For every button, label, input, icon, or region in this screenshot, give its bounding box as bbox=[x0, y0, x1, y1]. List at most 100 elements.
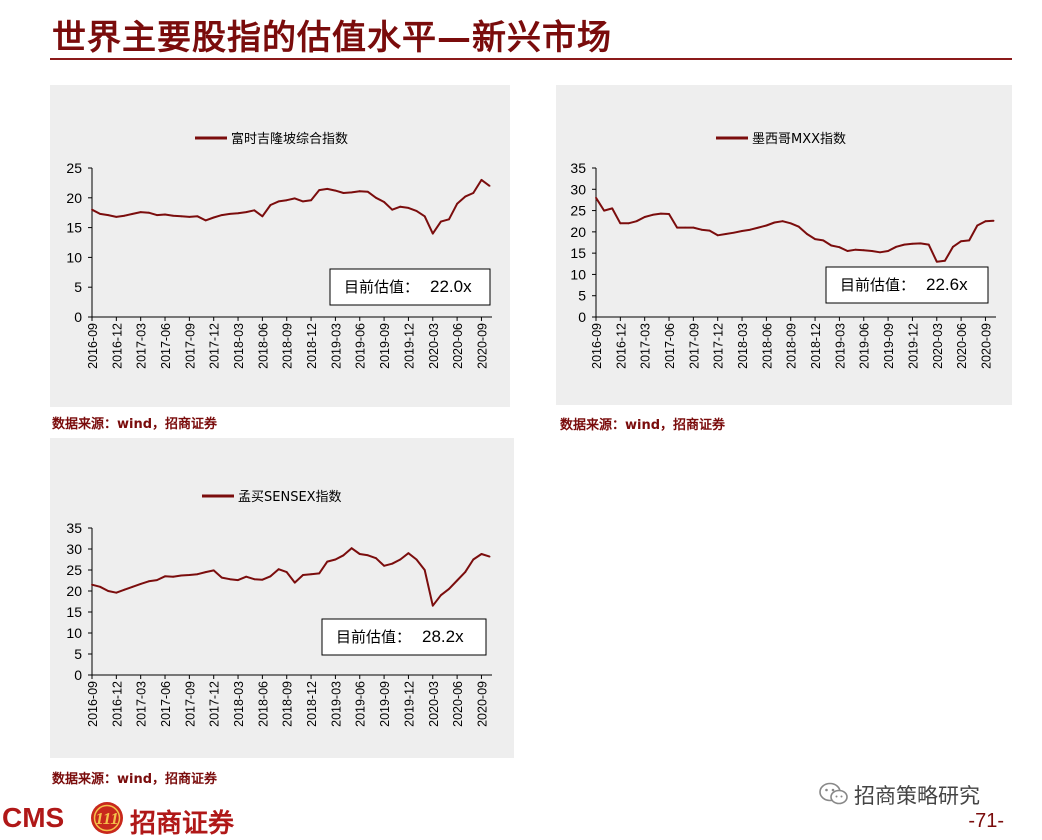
data-point bbox=[293, 581, 296, 584]
data-point bbox=[464, 195, 467, 198]
logo-badge-icon: 111 bbox=[91, 802, 123, 834]
legend-label: 墨西哥MXX指数 bbox=[752, 132, 846, 147]
data-point bbox=[862, 249, 865, 252]
data-point bbox=[822, 239, 825, 242]
data-point bbox=[188, 216, 191, 218]
data-point bbox=[115, 216, 118, 218]
data-point bbox=[952, 245, 954, 248]
x-tick-label: 2016-12 bbox=[110, 681, 124, 727]
annotation-box bbox=[321, 618, 487, 656]
x-tick-label: 2017-03 bbox=[135, 323, 149, 369]
data-point bbox=[99, 585, 101, 588]
data-point bbox=[302, 200, 304, 203]
data-point bbox=[887, 250, 889, 252]
data-point bbox=[147, 580, 150, 583]
data-point bbox=[156, 579, 158, 581]
x-tick-label: 2018-12 bbox=[809, 323, 823, 369]
data-point bbox=[180, 215, 183, 218]
data-point bbox=[773, 221, 776, 224]
x-tick-label: 2020-06 bbox=[955, 323, 969, 369]
chart-svg-sensex: 0 5 10 15 20 25 30 35 2016-09 2016-12 2017-03 2017-… bbox=[66, 490, 492, 727]
data-point bbox=[708, 229, 711, 232]
y-tick-label: 20 bbox=[570, 224, 586, 240]
data-point bbox=[895, 245, 898, 248]
chart-klci: 0 5 10 15 20 25 2016-09 2016-12 2017-03 2017-06 20… bbox=[50, 85, 510, 407]
y-tick-label: 30 bbox=[570, 181, 586, 197]
data-point bbox=[431, 232, 434, 235]
x-tick-label: 2018-06 bbox=[256, 323, 270, 369]
data-point bbox=[253, 578, 256, 581]
data-point bbox=[456, 579, 458, 582]
source-note-mxx: 数据来源：wind，招商证券 bbox=[560, 418, 726, 433]
x-tick-label: 2020-09 bbox=[475, 681, 489, 727]
data-point bbox=[123, 588, 126, 591]
data-point bbox=[204, 571, 207, 573]
data-point bbox=[147, 211, 150, 214]
logo-cms-text: CMS bbox=[2, 802, 65, 833]
data-point bbox=[237, 212, 239, 215]
x-tick-label: 2018-12 bbox=[305, 681, 319, 727]
x-tick-label: 2019-09 bbox=[378, 323, 392, 369]
data-point bbox=[619, 222, 622, 225]
data-point bbox=[806, 233, 808, 235]
data-point bbox=[123, 214, 126, 217]
data-point bbox=[927, 243, 930, 246]
x-tick-label: 2017-09 bbox=[183, 323, 197, 369]
data-point bbox=[358, 190, 361, 193]
data-point bbox=[350, 191, 353, 194]
data-point bbox=[261, 578, 264, 581]
data-point bbox=[992, 219, 995, 222]
data-point bbox=[139, 583, 142, 585]
data-point bbox=[220, 214, 223, 217]
data-point bbox=[423, 569, 426, 571]
data-point bbox=[976, 224, 979, 227]
logo-badge-text: 111 bbox=[95, 809, 119, 828]
data-point bbox=[700, 228, 703, 231]
annotation-label: 目前估值： bbox=[840, 276, 915, 294]
data-point bbox=[391, 562, 394, 565]
x-tick-label: 2018-03 bbox=[736, 323, 750, 369]
y-tick-label: 15 bbox=[66, 220, 82, 236]
data-point bbox=[156, 214, 158, 217]
data-point bbox=[293, 197, 296, 200]
source-note-sensex: 数据来源：wind，招商证券 bbox=[52, 772, 218, 787]
data-point bbox=[984, 220, 987, 223]
data-point bbox=[838, 246, 841, 249]
data-point bbox=[472, 192, 475, 194]
y-tick-label: 20 bbox=[66, 190, 82, 206]
data-point bbox=[285, 199, 288, 202]
data-point bbox=[164, 213, 166, 216]
data-point bbox=[415, 210, 418, 212]
y-tick-label: 30 bbox=[66, 541, 82, 557]
series-line bbox=[91, 178, 491, 235]
x-tick-label: 2018-03 bbox=[232, 681, 246, 727]
data-point bbox=[431, 604, 434, 607]
data-point bbox=[944, 259, 946, 262]
legend-label: 孟买SENSEX指数 bbox=[238, 490, 342, 505]
data-point bbox=[741, 230, 743, 232]
x-tick-label: 2017-12 bbox=[208, 681, 222, 727]
x-tick-label: 2017-03 bbox=[135, 681, 149, 727]
data-point bbox=[212, 216, 215, 219]
x-tick-label: 2016-09 bbox=[590, 323, 604, 369]
data-point bbox=[635, 220, 638, 223]
y-tick-label: 35 bbox=[570, 160, 586, 176]
data-point bbox=[326, 188, 329, 190]
data-point bbox=[472, 558, 475, 561]
data-point bbox=[310, 573, 312, 576]
chart-svg-klci: 0 5 10 15 20 25 2016-09 2016-12 2017-03 2017-06 20… bbox=[66, 131, 492, 369]
data-point bbox=[879, 251, 881, 254]
data-point bbox=[399, 205, 402, 208]
y-tick-label: 0 bbox=[578, 309, 586, 325]
data-point bbox=[318, 189, 321, 191]
data-point bbox=[935, 260, 938, 263]
data-point bbox=[749, 228, 752, 231]
data-point bbox=[660, 212, 662, 215]
x-tick-label: 2019-06 bbox=[858, 323, 872, 369]
data-point bbox=[139, 211, 142, 213]
x-tick-label: 2017-09 bbox=[687, 323, 701, 369]
data-point bbox=[172, 214, 174, 217]
footer-logo: CMS 111 招商证券 bbox=[2, 800, 272, 839]
data-point bbox=[676, 226, 678, 229]
data-point bbox=[911, 242, 914, 245]
